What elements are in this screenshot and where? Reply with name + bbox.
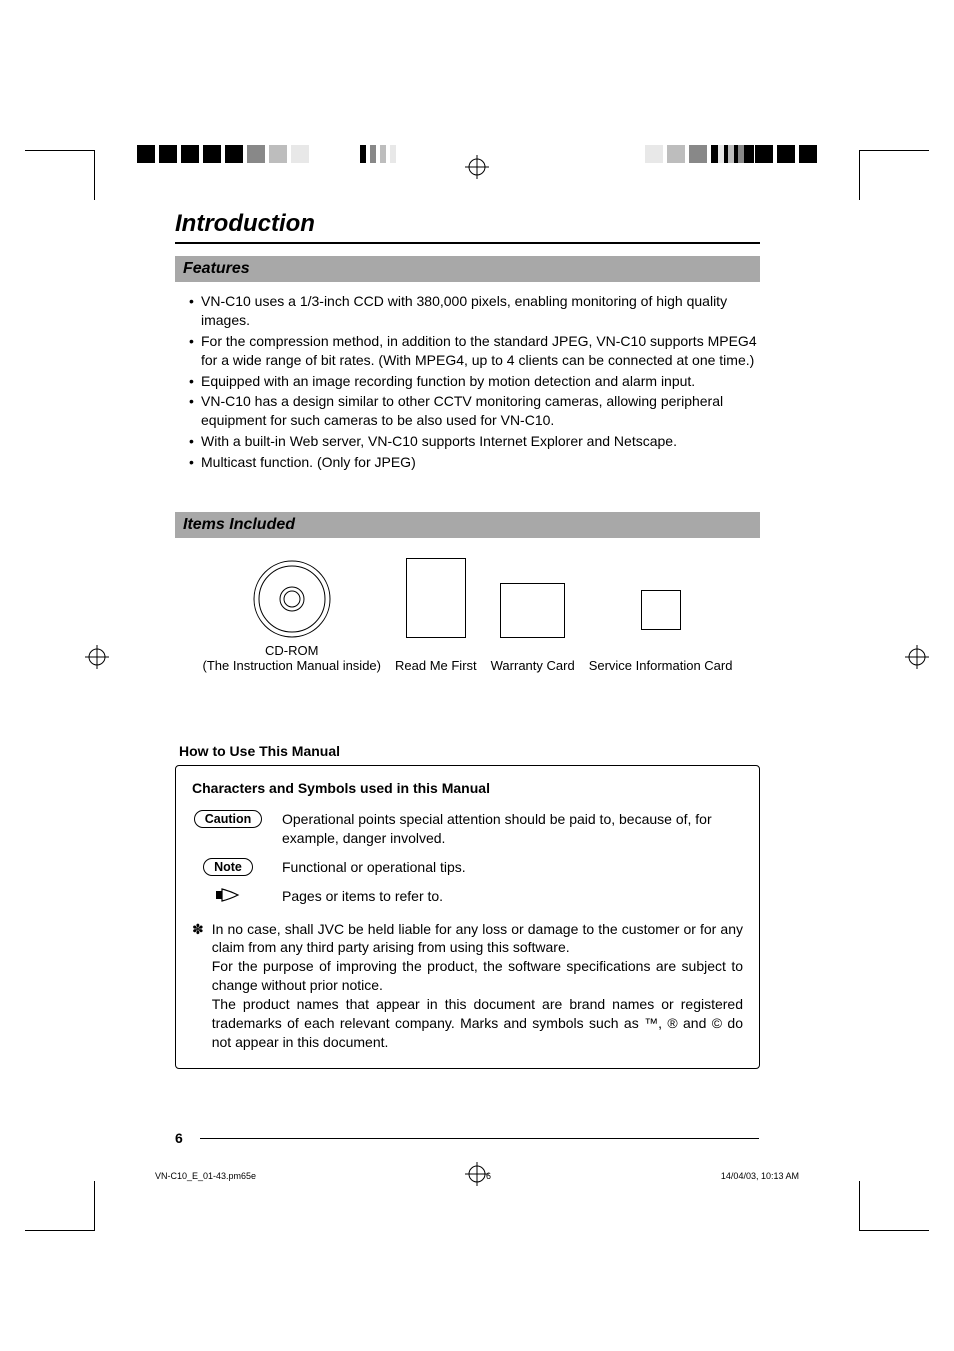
page-content: Introduction Features VN-C10 uses a 1/3-… bbox=[175, 210, 760, 1069]
color-bar-right-thin bbox=[718, 145, 754, 163]
item-label: Warranty Card bbox=[491, 658, 575, 673]
color-bar-left-thin bbox=[360, 145, 396, 163]
feature-item: VN-C10 uses a 1/3-inch CCD with 380,000 … bbox=[189, 292, 760, 330]
symbol-row-pointer: Pages or items to refer to. bbox=[192, 887, 743, 906]
footer-rule bbox=[200, 1138, 759, 1139]
note-badge: Note bbox=[203, 858, 253, 876]
footer: VN-C10_E_01-43.pm65e 6 14/04/03, 10:13 A… bbox=[155, 1171, 799, 1181]
howto-title: How to Use This Manual bbox=[175, 743, 760, 759]
item-service-card: Service Information Card bbox=[589, 590, 733, 673]
item-readme: Read Me First bbox=[395, 558, 477, 673]
symbol-row-note: Note Functional or operational tips. bbox=[192, 858, 743, 877]
crop-mark-bl bbox=[25, 1181, 95, 1231]
section-heading-items: Items Included bbox=[175, 512, 760, 538]
feature-item: With a built-in Web server, VN-C10 suppo… bbox=[189, 432, 760, 451]
page-number: 6 bbox=[175, 1130, 183, 1146]
title-rule bbox=[175, 242, 760, 244]
item-label: Read Me First bbox=[395, 658, 477, 673]
howto-subtitle: Characters and Symbols used in this Manu… bbox=[192, 780, 743, 796]
feature-item: Multicast function. (Only for JPEG) bbox=[189, 453, 760, 472]
item-warranty: Warranty Card bbox=[491, 583, 575, 673]
item-label: Service Information Card bbox=[589, 658, 733, 673]
symbol-desc: Operational points special attention sho… bbox=[282, 810, 743, 848]
disclaimer: ✽ In no case, shall JVC be held liable f… bbox=[192, 920, 743, 1052]
section-heading-features: Features bbox=[175, 256, 760, 282]
symbol-row-caution: Caution Operational points special atten… bbox=[192, 810, 743, 848]
cdrom-icon bbox=[252, 559, 332, 639]
registration-mark-top bbox=[465, 155, 489, 179]
color-bar-left bbox=[137, 145, 309, 163]
document-icon bbox=[406, 558, 466, 638]
features-list: VN-C10 uses a 1/3-inch CCD with 380,000 … bbox=[175, 292, 760, 472]
included-items-row: CD-ROM (The Instruction Manual inside) R… bbox=[175, 558, 760, 673]
registration-mark-left bbox=[85, 645, 109, 669]
pointer-icon bbox=[216, 887, 240, 903]
symbol-desc: Pages or items to refer to. bbox=[282, 887, 743, 906]
feature-item: For the compression method, in addition … bbox=[189, 332, 760, 370]
howto-box: Characters and Symbols used in this Manu… bbox=[175, 765, 760, 1069]
item-sublabel: (The Instruction Manual inside) bbox=[203, 658, 381, 673]
crop-mark-tl bbox=[25, 150, 95, 200]
symbol-desc: Functional or operational tips. bbox=[282, 858, 743, 877]
item-label: CD-ROM bbox=[203, 643, 381, 658]
footer-page: 6 bbox=[486, 1171, 491, 1181]
card-icon bbox=[500, 583, 565, 638]
crop-mark-tr bbox=[859, 150, 929, 200]
feature-item: VN-C10 has a design similar to other CCT… bbox=[189, 392, 760, 430]
item-cdrom: CD-ROM (The Instruction Manual inside) bbox=[203, 559, 381, 673]
page-title: Introduction bbox=[175, 210, 760, 238]
card-icon bbox=[641, 590, 681, 630]
footer-datetime: 14/04/03, 10:13 AM bbox=[721, 1171, 799, 1181]
feature-item: Equipped with an image recording functio… bbox=[189, 372, 760, 391]
crop-mark-br bbox=[859, 1181, 929, 1231]
disclaimer-text: In no case, shall JVC be held liable for… bbox=[212, 920, 743, 1052]
disclaimer-mark: ✽ bbox=[192, 920, 204, 1052]
registration-mark-right bbox=[905, 645, 929, 669]
caution-badge: Caution bbox=[194, 810, 263, 828]
footer-file: VN-C10_E_01-43.pm65e bbox=[155, 1171, 256, 1181]
